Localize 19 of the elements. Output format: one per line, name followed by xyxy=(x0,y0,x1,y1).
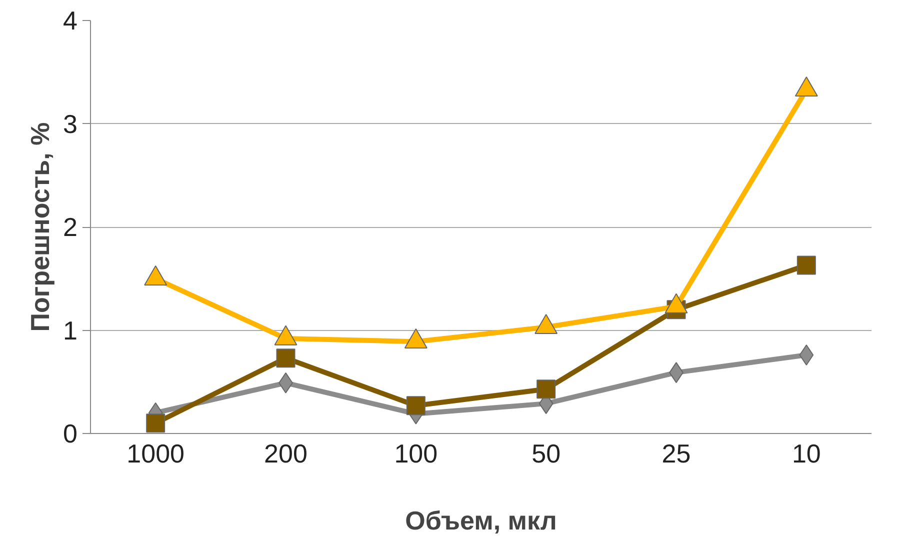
point xyxy=(794,76,818,97)
point xyxy=(146,414,166,433)
y-tick-label: 1 xyxy=(63,315,78,346)
y-tick-label: 2 xyxy=(63,212,78,242)
y-axis-title: Погрешность, % xyxy=(25,122,56,332)
point xyxy=(406,396,426,416)
point xyxy=(276,348,296,368)
x-tick-label: 50 xyxy=(532,438,561,468)
point xyxy=(536,380,556,399)
x-tick-label: 10 xyxy=(792,438,821,468)
x-axis-title: Объем, мкл xyxy=(405,506,557,536)
x-tick-label: 200 xyxy=(264,438,308,468)
x-tick-label: 100 xyxy=(394,438,438,468)
x-tick-label: 25 xyxy=(662,438,691,468)
x-tick-label: 1000 xyxy=(126,438,185,468)
y-tick-label: 3 xyxy=(63,108,78,139)
point xyxy=(796,256,816,275)
y-tick-label: 0 xyxy=(63,418,78,448)
y-tick-label: 4 xyxy=(63,6,78,36)
